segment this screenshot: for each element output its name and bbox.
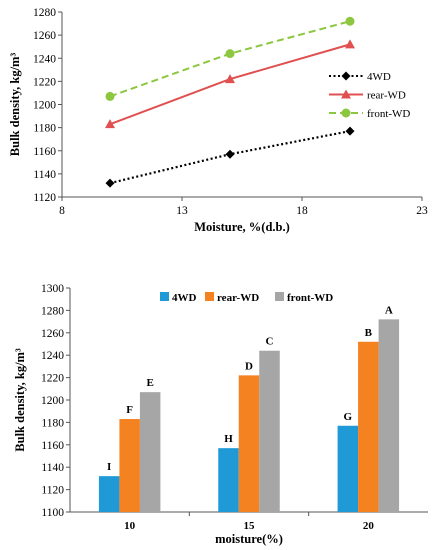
x-axis-title: Moisture, %(d.b.): [194, 220, 290, 234]
y-tick-label: 1180: [41, 417, 64, 429]
y-tick-label: 1180: [33, 123, 56, 135]
y-tick-label: 1260: [41, 328, 64, 340]
bar-rear-wd: [358, 341, 379, 512]
y-axis-title: Bulk density, kg/m³: [13, 348, 27, 452]
y-tick-label: 1220: [41, 373, 64, 385]
data-point-front-wd: [225, 49, 235, 59]
legend-label-4wd: 4WD: [172, 292, 197, 304]
legend-marker-rear-wd: [341, 89, 351, 99]
y-tick-label: 1140: [41, 462, 64, 474]
bar-4wd: [337, 425, 359, 512]
legend-swatch-front-wd: [275, 292, 284, 301]
bar-4wd: [98, 476, 120, 512]
bar-chart: 1100 1120 1140 1160 1180 1200 1220 1240 1260 1280…: [13, 283, 428, 546]
y-tick-label: 1300: [41, 283, 64, 295]
legend-label-front-wd: front-WD: [287, 292, 333, 304]
data-point-4wd: [345, 126, 355, 136]
y-tick-label: 1100: [41, 507, 64, 519]
bar-front-wd: [378, 319, 400, 512]
legend-swatch-rear-wd: [205, 292, 214, 301]
data-point-4wd: [225, 149, 235, 159]
bar-label-rear-wd: B: [365, 327, 373, 339]
x-tick-label: 20: [363, 520, 375, 532]
bar-label-front-wd: E: [146, 377, 153, 389]
data-point-rear-wd: [105, 119, 115, 129]
x-tick-label: 13: [176, 205, 188, 217]
y-tick-label: 1240: [41, 350, 64, 362]
legend-label-rear-wd: rear-WD: [367, 90, 406, 102]
y-tick-label: 1160: [41, 440, 64, 452]
y-tick-label: 1120: [41, 485, 64, 497]
line-chart: 1120 1140 1160 1180 1200 1220 1240 1260 1280 8 13 1…: [8, 7, 428, 234]
series-rear-wd-group: [105, 39, 355, 129]
data-point-rear-wd: [345, 39, 355, 49]
data-point-front-wd: [345, 16, 355, 26]
legend-label-front-wd: front-WD: [367, 108, 410, 120]
bar-label-4wd: G: [344, 411, 353, 423]
legend-marker-front-wd: [341, 108, 351, 118]
x-tick-label: 23: [416, 205, 428, 217]
legend-label-4wd: 4WD: [367, 71, 391, 83]
bar-rear-wd: [238, 375, 260, 512]
data-point-rear-wd: [225, 74, 235, 84]
bar-label-4wd: I: [107, 461, 111, 473]
x-tick-label: 15: [244, 520, 256, 532]
x-tick-label: 10: [124, 520, 136, 532]
series-4wd-group: [105, 126, 355, 188]
x-tick-label: 18: [296, 205, 308, 217]
data-point-4wd: [105, 178, 115, 188]
bar-label-rear-wd: D: [245, 360, 253, 372]
series-line-front-wd: [109, 20, 351, 98]
series-front-wd-group: [105, 16, 355, 101]
legend-marker-4wd: [341, 71, 351, 81]
y-tick-label: 1260: [33, 30, 56, 42]
bar-4wd: [218, 448, 239, 512]
bar-front-wd: [139, 392, 161, 512]
y-tick-label: 1200: [33, 100, 56, 112]
bar-label-front-wd: A: [385, 304, 393, 316]
bar-label-front-wd: C: [266, 336, 274, 348]
y-tick-label: 1240: [33, 53, 56, 65]
y-tick-label: 1160: [33, 146, 56, 158]
y-tick-label: 1120: [33, 192, 56, 204]
y-tick-label: 1140: [33, 169, 56, 181]
y-tick-label: 1220: [33, 76, 56, 88]
bar-front-wd: [259, 350, 280, 512]
bar-label-4wd: H: [224, 433, 233, 445]
y-tick-label: 1280: [33, 7, 56, 19]
bar-label-rear-wd: F: [126, 404, 133, 416]
y-tick-label: 1200: [41, 395, 64, 407]
x-axis-title: moisture(%): [215, 532, 283, 546]
legend-label-rear-wd: rear-WD: [217, 292, 259, 304]
bar-rear-wd: [119, 419, 140, 512]
y-axis-title: Bulk density, kg/m³: [8, 53, 22, 157]
data-point-front-wd: [105, 91, 115, 101]
y-tick-label: 1280: [41, 305, 64, 317]
legend-swatch-4wd: [160, 292, 169, 301]
x-tick-label: 8: [59, 205, 65, 217]
